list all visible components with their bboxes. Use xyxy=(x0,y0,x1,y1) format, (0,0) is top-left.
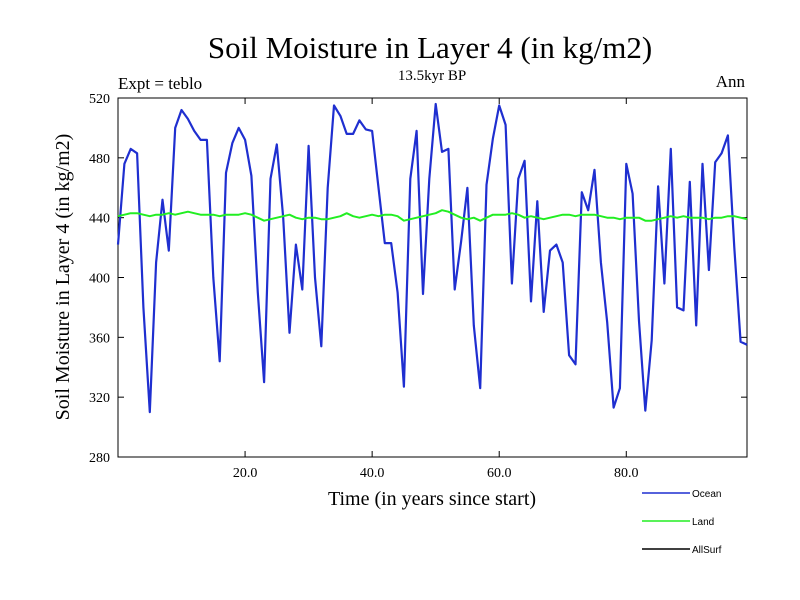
legend-label-ocean: Ocean xyxy=(692,489,721,500)
y-tick-label: 320 xyxy=(89,391,110,406)
series-line-ocean xyxy=(116,102,748,414)
experiment-label: Expt = teblo xyxy=(118,74,202,93)
y-tick-label: 480 xyxy=(89,152,110,167)
plot-area xyxy=(116,102,748,414)
y-tick-label: 400 xyxy=(89,272,110,287)
y-tick-label: 520 xyxy=(89,92,110,107)
x-axis-label: Time (in years since start) xyxy=(328,488,536,510)
y-tick-label: 440 xyxy=(89,212,110,227)
legend: Ocean Land AllSurf xyxy=(642,489,722,556)
chart-title: Soil Moisture in Layer 4 (in kg/m2) xyxy=(208,30,652,65)
legend-label-land: Land xyxy=(692,517,714,528)
x-tick-label: 60.0 xyxy=(487,466,512,481)
y-axis-label: Soil Moisture in Layer 4 (in kg/m2) xyxy=(52,134,74,421)
axes: 280 320 360 400 440 480 520 20.0 40.0 60.0 80.0 xyxy=(89,92,748,481)
x-tick-label: 40.0 xyxy=(360,466,385,481)
x-tick-label: 20.0 xyxy=(233,466,258,481)
legend-label-allsurf: AllSurf xyxy=(692,545,722,556)
chart-subtitle: 13.5kyr BP xyxy=(398,68,466,84)
y-tick-label: 280 xyxy=(89,451,110,466)
season-label: Ann xyxy=(716,72,746,91)
series-line-land xyxy=(117,209,748,222)
y-tick-label: 360 xyxy=(89,331,110,346)
x-tick-label: 80.0 xyxy=(614,466,639,481)
